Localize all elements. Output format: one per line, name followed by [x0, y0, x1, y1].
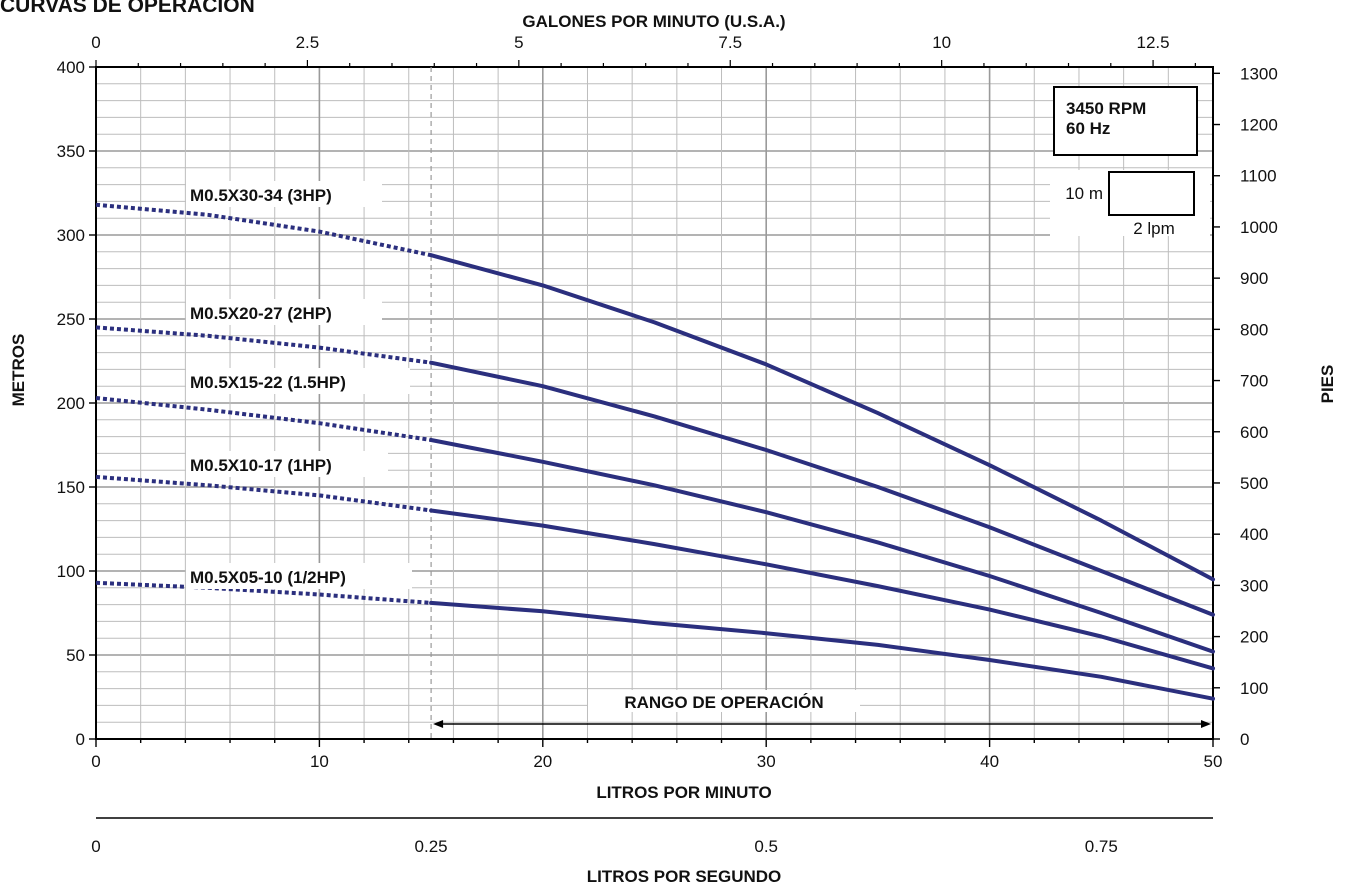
top-tick-label: 0	[91, 33, 100, 52]
right-tick-label: 200	[1240, 628, 1268, 647]
curve-solid-4	[429, 600, 1215, 701]
series-label: M0.5X20-27 (2HP)	[190, 304, 332, 323]
series-label: M0.5X10-17 (1HP)	[190, 456, 332, 475]
chart-title: CURVAS DE OPERACIÓN	[0, 0, 255, 17]
right-axis-label: PIES	[1318, 365, 1337, 404]
right-tick-label: 100	[1240, 679, 1268, 698]
series-label-bg	[186, 299, 382, 325]
right-tick-label: 700	[1240, 372, 1268, 391]
y-tick-label: 350	[57, 142, 85, 161]
rpm-box	[1053, 86, 1198, 156]
series-label-bg	[186, 368, 410, 394]
lps-axis-label: LITROS POR SEGUNDO	[587, 867, 782, 886]
series-label-bg	[186, 451, 388, 477]
right-tick-label: 1100	[1240, 167, 1277, 186]
curve-solid-0	[429, 253, 1215, 582]
x-tick-label: 30	[757, 752, 776, 771]
curve-solid-3	[429, 508, 1215, 671]
lps-tick-label: 0.25	[415, 837, 448, 856]
y-tick-label: 150	[57, 478, 85, 497]
curve-solid-2	[429, 438, 1215, 654]
curve-solid-1	[429, 360, 1215, 617]
curve-dotted-1	[95, 325, 432, 365]
right-tick-label: 600	[1240, 423, 1268, 442]
curve-dotted-0	[95, 202, 432, 258]
operating-range-arrow-head-right	[1201, 720, 1211, 728]
x-tick-label: 40	[980, 752, 999, 771]
scale-horizontal-label: 2 lpm	[1133, 219, 1175, 238]
scale-box	[1108, 171, 1195, 216]
series-layer: M0.5X30-34 (3HP) M0.5X20-27 (2HP) M0.5X15-…	[95, 181, 1215, 701]
top-tick-label: 10	[932, 33, 951, 52]
grid	[96, 67, 1213, 739]
rpm-text: 3450 RPM	[1066, 99, 1146, 118]
lps-tick-label: 0	[91, 837, 100, 856]
right-tick-label: 300	[1240, 576, 1268, 595]
right-tick-label: 1000	[1240, 218, 1278, 237]
top-tick-label: 5	[514, 33, 523, 52]
x-tick-label: 0	[91, 752, 100, 771]
x-tick-label: 50	[1204, 752, 1223, 771]
right-tick-label: 1300	[1240, 64, 1278, 83]
operating-range-label: RANGO DE OPERACIÓN	[624, 693, 823, 712]
curve-dotted-3	[95, 474, 432, 513]
top-tick-label: 12.5	[1137, 33, 1170, 52]
lps-tick-label: 0.5	[754, 837, 778, 856]
series-label-bg	[186, 563, 412, 589]
operating-range-arrow-head-left	[433, 720, 444, 728]
y-axis-label: METROS	[9, 334, 28, 407]
y-tick-label: 400	[57, 58, 85, 77]
series-label: M0.5X15-22 (1.5HP)	[190, 373, 346, 392]
hz-text: 60 Hz	[1066, 119, 1110, 138]
series-label-bg	[186, 181, 382, 207]
top-tick-label: 7.5	[718, 33, 742, 52]
scale-vertical-label: 10 m	[1065, 184, 1103, 203]
y-tick-label: 50	[66, 646, 85, 665]
series-label: M0.5X30-34 (3HP)	[190, 186, 332, 205]
x-tick-label: 10	[310, 752, 329, 771]
scale-box-bg	[1050, 170, 1210, 236]
right-tick-label: 800	[1240, 320, 1268, 339]
y-tick-label: 100	[57, 562, 85, 581]
series-label: M0.5X05-10 (1/2HP)	[190, 568, 346, 587]
top-axis-label: GALONES POR MINUTO (U.S.A.)	[522, 12, 785, 31]
y-tick-label: 0	[76, 730, 85, 749]
right-tick-label: 500	[1240, 474, 1268, 493]
y-tick-label: 250	[57, 310, 85, 329]
right-tick-label: 1200	[1240, 116, 1278, 135]
right-tick-label: 0	[1240, 730, 1249, 749]
y-tick-label: 300	[57, 226, 85, 245]
x-tick-label: 20	[533, 752, 552, 771]
lps-tick-label: 0.75	[1085, 837, 1118, 856]
axes	[89, 60, 1220, 819]
operating-range-label-bg	[588, 690, 860, 712]
y-tick-label: 200	[57, 394, 85, 413]
x-axis-label: LITROS POR MINUTO	[596, 783, 771, 802]
right-tick-label: 900	[1240, 269, 1268, 288]
top-tick-label: 2.5	[296, 33, 320, 52]
curve-dotted-2	[95, 396, 432, 442]
right-tick-label: 400	[1240, 525, 1268, 544]
operating-range: RANGO DE OPERACIÓN	[430, 67, 1211, 739]
